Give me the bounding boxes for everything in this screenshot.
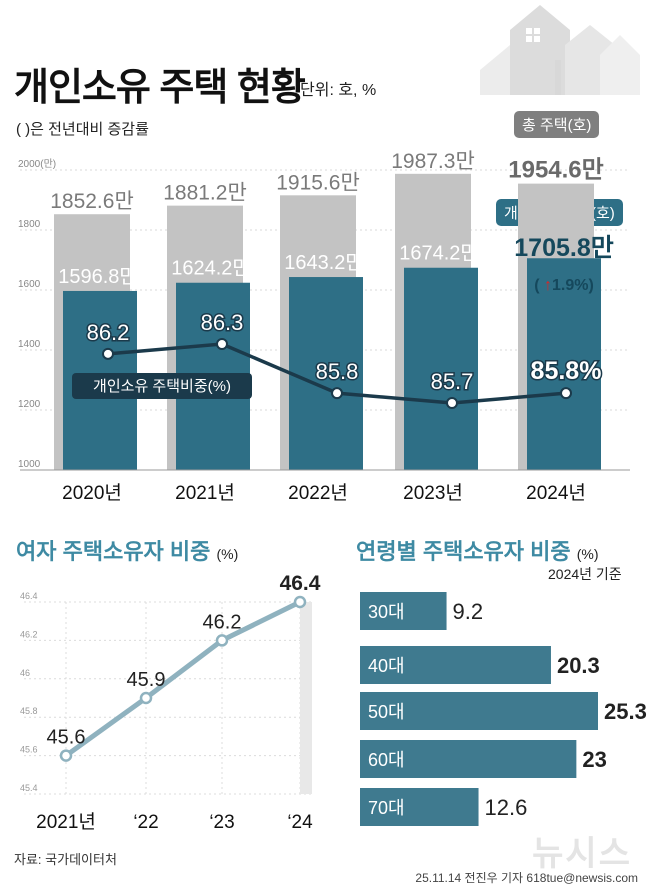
age-category-label: 50대: [368, 702, 405, 722]
age-bar: [360, 788, 479, 826]
total-value-label: 1987.3만: [391, 150, 475, 173]
source-note: 자료: 국가데이터처: [14, 852, 117, 867]
x-tick-label: ‘23: [209, 812, 234, 833]
total-value-label: 1881.2만: [163, 182, 247, 205]
age-category-label: 40대: [368, 656, 405, 676]
ratio-value-label: 85.8: [316, 359, 359, 384]
y-tick-label: 1600: [18, 279, 41, 290]
age-bar: [360, 646, 551, 684]
female-point: [139, 691, 153, 705]
y-tick-label: 1800: [18, 219, 41, 230]
ratio-legend-box: [72, 373, 252, 399]
watermark: 뉴시스: [532, 835, 632, 873]
y-tick-label: 1400: [18, 339, 41, 350]
x-tick-label: 2024년: [526, 482, 586, 504]
age-value-label: 25.3: [604, 699, 647, 724]
growth-label: ( ↑1.9%): [534, 277, 594, 294]
personal-bar: [527, 258, 601, 470]
ratio-value-label: 85.8%: [531, 357, 602, 385]
personal-value-label: 1624.2만: [171, 257, 251, 280]
total-value-label: 1852.6만: [50, 190, 134, 213]
total-value-label: 1915.6만: [276, 171, 360, 194]
age-value-label: 9.2: [453, 599, 484, 624]
x-tick-label: 2023년: [403, 482, 463, 504]
y-tick-label: 46.4: [20, 591, 38, 601]
female-value-label: 46.4: [280, 572, 321, 595]
age-value-label: 20.3: [557, 653, 600, 678]
unit-note: 단위: 호, %: [300, 82, 377, 99]
ratio-point: [331, 387, 343, 400]
page-title: 개인소유 주택 현황: [14, 67, 306, 109]
age-value-label: 23: [582, 747, 606, 772]
personal-bar: [289, 277, 363, 470]
personal-value-label: 1643.2만: [284, 251, 364, 274]
ratio-value-label: 86.3: [201, 310, 244, 335]
age-chart-title: 연령별 주택소유자 비중 (%): [356, 539, 599, 564]
age-chart-subtitle: 2024년 기준: [548, 566, 622, 582]
female-point: [215, 634, 229, 647]
y-tick-label: 1000: [18, 459, 41, 470]
ratio-value-label: 86.2: [87, 320, 130, 345]
x-tick-label: 2022년: [288, 482, 348, 504]
y-tick-label: 46.2: [20, 629, 38, 639]
personal-value-label: 1674.2만: [399, 242, 479, 265]
female-point: [59, 749, 73, 762]
female-chart-title: 여자 주택소유자 비중 (%): [16, 539, 239, 564]
age-value-label: 12.6: [485, 795, 528, 820]
age-bar: [360, 740, 577, 778]
personal-value-label: 1596.8만: [58, 265, 138, 288]
ratio-value-label: 85.7: [431, 369, 474, 394]
main-housing-chart: 1000 1200 1400 1600 1800 2000(만) 1852.6만 1596.8…: [18, 150, 630, 504]
x-tick-label: 2020년: [62, 482, 122, 504]
y-tick-label: 45.4: [20, 783, 38, 793]
legend-total-tag: 총 주택(호): [514, 111, 600, 138]
y-tick-label: 45.6: [20, 745, 38, 755]
growth-note: ( )은 전년대비 증감률: [16, 121, 149, 138]
age-bar: [360, 692, 598, 730]
total-value-label: 1954.6만: [508, 157, 604, 184]
age-owner-chart: 30대 9.2 40대 20.3 50대 25.3 60대 23 70대 12.6: [360, 592, 647, 826]
female-value-label: 45.6: [47, 727, 86, 749]
x-tick-label: ‘24: [287, 812, 313, 833]
female-line: [64, 599, 302, 758]
female-owner-chart: 45.4 45.6 45.8 46 46.2 46.4 45.6 45.9 46.2 46.4 20…: [20, 572, 321, 833]
x-tick-label: 2021년: [36, 811, 96, 833]
age-category-label: 60대: [368, 750, 405, 770]
ratio-point: [560, 387, 572, 400]
age-category-label: 70대: [368, 798, 405, 818]
credit-line: 25.11.14 전진우 기자 618tue@newsis.com: [415, 871, 638, 885]
x-tick-label: ‘22: [133, 812, 158, 833]
age-bar: [360, 592, 447, 630]
personal-value-label: 1705.8만: [514, 234, 613, 262]
age-category-label: 30대: [368, 602, 405, 622]
x-tick-label: 2021년: [175, 482, 235, 504]
female-value-label: 46.2: [203, 611, 242, 633]
female-value-label: 45.9: [127, 669, 166, 691]
right-shade: [300, 602, 312, 794]
y-tick-label: 1200: [18, 399, 41, 410]
y-tick-label: 46: [20, 668, 30, 678]
ratio-point: [102, 347, 114, 360]
personal-bar: [404, 267, 478, 470]
y-tick-label: 45.8: [20, 706, 38, 716]
ratio-point: [446, 397, 458, 409]
houses-illustration: [480, 5, 640, 95]
y-tick-label: 2000(만): [18, 158, 56, 170]
ratio-point: [216, 338, 228, 350]
ratio-legend-label: 개인소유 주택비중(%): [93, 378, 231, 395]
female-point: [293, 595, 307, 609]
